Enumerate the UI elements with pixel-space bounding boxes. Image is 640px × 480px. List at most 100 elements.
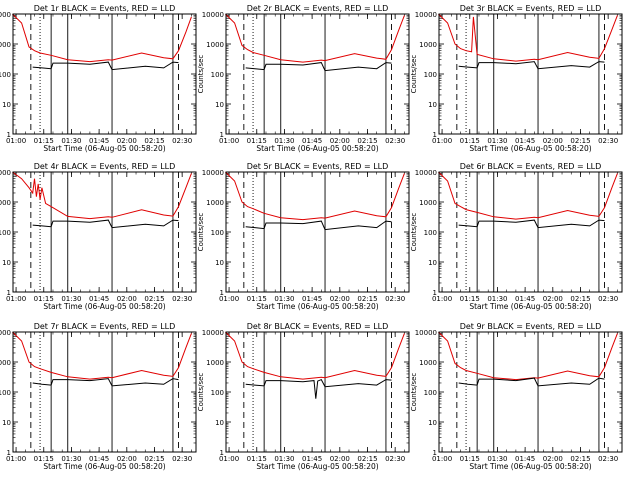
panel-title: Det 3r BLACK = Events, RED = LLD (460, 4, 602, 13)
y-tick-label: 10000 (415, 169, 437, 177)
y-tick-label: 100 (0, 71, 11, 79)
events-series-line (245, 378, 392, 399)
y-tick-label: 10 (215, 259, 224, 267)
lld-series-line (225, 331, 405, 380)
x-tick-label: 01:15 (34, 295, 54, 303)
x-tick-label: 01:45 (515, 455, 535, 463)
x-axis-label: Start Time (06-Aug-05 00:58:20) (43, 144, 165, 153)
x-tick-label: 02:30 (385, 455, 405, 463)
y-tick-label: 1 (7, 449, 11, 457)
plot-frame (12, 13, 197, 135)
x-tick-label: 02:00 (330, 295, 350, 303)
x-tick-label: 02:00 (117, 295, 137, 303)
x-axis-label: Start Time (06-Aug-05 00:58:20) (256, 144, 378, 153)
plot-frame (12, 331, 197, 453)
x-tick-label: 01:30 (274, 295, 294, 303)
x-tick-label: 01:45 (515, 137, 535, 145)
x-tick-label: 02:15 (144, 295, 164, 303)
lld-series-line (12, 13, 192, 63)
panel-title: Det 5r BLACK = Events, RED = LLD (247, 162, 389, 171)
panel-title: Det 8r BLACK = Events, RED = LLD (247, 322, 389, 331)
x-tick-label: 02:30 (172, 295, 192, 303)
y-tick-label: 100 (0, 389, 11, 397)
x-tick-label: 01:45 (302, 455, 322, 463)
x-tick-label: 01:15 (34, 137, 54, 145)
y-axis-label: Counts/sec (197, 373, 205, 412)
y-axis-label: Counts/sec (410, 373, 418, 412)
y-tick-label: 10 (428, 259, 437, 267)
y-tick-label: 1000 (419, 199, 437, 207)
x-tick-label: 02:15 (144, 455, 164, 463)
lld-series-line (438, 171, 618, 220)
events-series-line (458, 61, 605, 70)
x-tick-label: 02:30 (172, 455, 192, 463)
y-tick-label: 1000 (206, 41, 224, 49)
events-series-line (458, 377, 605, 387)
y-tick-label: 1000 (419, 41, 437, 49)
detector-panel-6: Det 6r BLACK = Events, RED = LLD 1 10 100 10… (410, 162, 623, 311)
x-tick-label: 01:30 (487, 455, 507, 463)
x-tick-label: 02:30 (598, 137, 618, 145)
x-tick-label: 01:15 (460, 137, 480, 145)
y-tick-label: 100 (211, 71, 224, 79)
x-tick-label: 01:00 (219, 137, 239, 145)
x-tick-label: 02:30 (385, 295, 405, 303)
y-tick-label: 100 (424, 389, 437, 397)
panel-title: Det 2r BLACK = Events, RED = LLD (247, 4, 389, 13)
x-axis-label: Start Time (06-Aug-05 00:58:20) (469, 144, 591, 153)
x-tick-label: 01:15 (247, 295, 267, 303)
x-tick-label: 01:00 (432, 137, 452, 145)
x-tick-label: 01:30 (274, 455, 294, 463)
plot-frame (12, 171, 197, 293)
x-tick-label: 02:00 (117, 137, 137, 145)
y-tick-label: 1000 (419, 359, 437, 367)
y-tick-label: 1 (7, 289, 11, 297)
events-series-line (32, 61, 179, 71)
plot-frame (438, 331, 623, 453)
y-tick-label: 10 (428, 101, 437, 109)
detector-panel-5: Det 5r BLACK = Events, RED = LLD 1 10 100 10… (197, 162, 410, 311)
y-axis-label: Counts/sec (197, 55, 205, 94)
x-tick-label: 02:30 (385, 137, 405, 145)
x-axis-label: Start Time (06-Aug-05 00:58:20) (469, 302, 591, 311)
y-tick-label: 10 (215, 101, 224, 109)
detector-panel-1: Det 1r BLACK = Events, RED = LLD 1 10 100 10… (0, 4, 197, 153)
y-tick-label: 1000 (206, 359, 224, 367)
y-tick-label: 10 (2, 259, 11, 267)
x-tick-label: 01:30 (61, 137, 81, 145)
x-axis-label: Start Time (06-Aug-05 00:58:20) (43, 302, 165, 311)
detector-panel-3: Det 3r BLACK = Events, RED = LLD 1 10 100 10… (410, 4, 623, 153)
y-tick-label: 1 (220, 131, 224, 139)
y-tick-label: 100 (211, 389, 224, 397)
y-tick-label: 1000 (0, 199, 11, 207)
detector-panel-7: Det 7r BLACK = Events, RED = LLD 1 10 100 10… (0, 322, 197, 471)
x-tick-label: 01:00 (219, 455, 239, 463)
x-tick-label: 02:00 (543, 295, 563, 303)
x-tick-label: 01:30 (487, 295, 507, 303)
y-tick-label: 10 (215, 419, 224, 427)
y-tick-label: 10000 (415, 11, 437, 19)
x-axis-label: Start Time (06-Aug-05 00:58:20) (469, 462, 591, 471)
x-tick-label: 02:15 (144, 137, 164, 145)
x-tick-label: 01:15 (460, 295, 480, 303)
y-tick-label: 10000 (0, 11, 11, 19)
y-tick-label: 10000 (0, 169, 11, 177)
detector-panel-2: Det 2r BLACK = Events, RED = LLD 1 10 100 10… (197, 4, 410, 153)
x-tick-label: 01:45 (302, 137, 322, 145)
x-tick-label: 01:00 (219, 295, 239, 303)
y-tick-label: 1 (433, 131, 437, 139)
y-tick-label: 10000 (0, 329, 11, 337)
x-axis-label: Start Time (06-Aug-05 00:58:20) (43, 462, 165, 471)
x-axis-label: Start Time (06-Aug-05 00:58:20) (256, 302, 378, 311)
y-tick-label: 1 (433, 289, 437, 297)
y-axis-label: Counts/sec (197, 213, 205, 252)
x-tick-label: 01:30 (61, 455, 81, 463)
x-tick-label: 01:45 (515, 295, 535, 303)
panel-title: Det 9r BLACK = Events, RED = LLD (460, 322, 602, 331)
panel-title: Det 7r BLACK = Events, RED = LLD (34, 322, 176, 331)
panel-title: Det 6r BLACK = Events, RED = LLD (460, 162, 602, 171)
x-tick-label: 01:15 (460, 455, 480, 463)
y-tick-label: 1000 (206, 199, 224, 207)
events-series-line (32, 378, 179, 387)
